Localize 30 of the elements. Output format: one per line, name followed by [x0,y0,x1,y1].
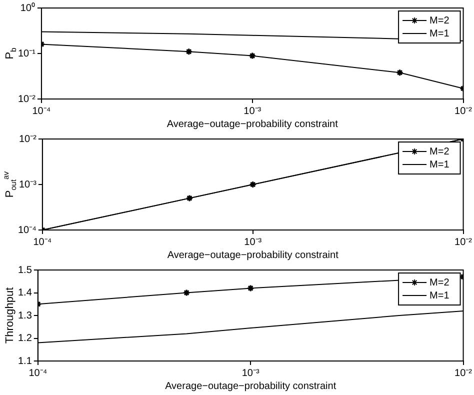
x-tick-label: 10⁻² [454,236,473,248]
legend-label: M=1 [430,28,450,40]
y-tick-label: 1.1 [18,356,32,367]
x-tick-label: 10⁻⁴ [28,368,48,379]
y-tick-label: 10⁰ [20,2,36,14]
legend-label: M=2 [430,146,450,158]
x-tick-label: 10⁻⁴ [33,236,52,248]
y-tick-label: 10⁻³ [18,179,38,190]
y-tick-label: 1.5 [18,264,32,276]
x-axis-title: Average−outage−probability constraint [165,380,336,392]
x-axis-title: Average−outage−probability constraint [167,250,339,261]
x-axis-title: Average−outage−probability constraint [166,118,338,130]
y-axis-title: Throughput [4,287,16,344]
y-tick-label: 10⁻² [18,94,36,105]
x-tick-label: 10⁻³ [244,106,262,117]
x-tick-label: 10⁻⁴ [32,106,51,117]
y-tick-label: 10⁻¹ [18,48,36,60]
legend-label: M=1 [430,159,450,170]
y-tick-label: 1.2 [18,333,32,344]
x-tick-label: 10⁻² [454,368,473,379]
legend-label: M=1 [430,290,450,302]
y-tick-label: 10⁻⁴ [18,224,36,236]
y-tick-label: 10⁻² [18,134,38,145]
y-tick-label: 1.4 [18,288,32,298]
x-tick-label: 10⁻² [454,106,473,117]
x-tick-label: 10⁻³ [244,236,262,248]
y-tick-label: 1.3 [18,310,32,322]
legend-label: M=2 [430,277,450,288]
legend-label: M=2 [430,15,450,26]
x-tick-label: 10⁻³ [242,368,260,379]
